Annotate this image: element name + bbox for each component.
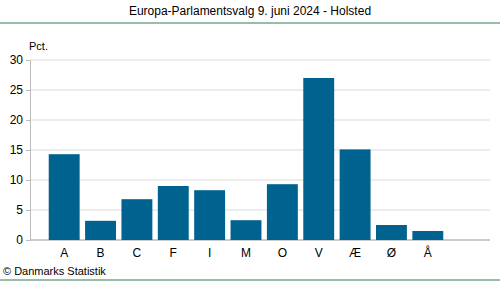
y-tick-mark (26, 210, 30, 211)
y-tick-mark (26, 150, 30, 151)
grid-line (30, 60, 490, 61)
y-tick-label: 10 (10, 173, 24, 187)
grid-line (30, 150, 490, 151)
y-label: Pct. (29, 40, 48, 52)
x-tick-label: Ø (387, 246, 396, 260)
x-tick: F (170, 246, 177, 260)
x-tick: B (97, 246, 105, 260)
y-tick: 20 (10, 113, 30, 127)
bar (340, 149, 371, 240)
title-rule (0, 23, 500, 24)
x-tick: M (241, 246, 251, 260)
x-tick: A (60, 246, 68, 260)
bar (85, 221, 116, 240)
bar (412, 231, 443, 240)
y-tick-label: 0 (16, 233, 23, 247)
x-tick: V (315, 246, 323, 260)
bar (194, 190, 225, 240)
bar (267, 184, 298, 240)
x-tick-label: I (208, 246, 211, 260)
x-tick: C (133, 246, 142, 260)
x-tick: O (278, 246, 287, 260)
x-tick: Ø (387, 246, 396, 260)
x-tick-label: C (133, 246, 142, 260)
y-tick-label: 15 (10, 143, 24, 157)
bar (121, 199, 152, 240)
y-tick-label: 30 (10, 53, 24, 67)
x-tick: Æ (349, 246, 361, 260)
y-tick: 25 (10, 83, 30, 97)
x-tick-label: M (241, 246, 251, 260)
bar (303, 78, 334, 240)
grid-line (30, 90, 490, 91)
title: Europa-Parlamentsvalg 9. juni 2024 - Hol… (129, 4, 371, 18)
x-tick: Å (424, 245, 432, 260)
x-tick-label: O (278, 246, 287, 260)
x-tick-label: A (60, 246, 68, 260)
x-tick: I (208, 246, 211, 260)
bottom-rule (0, 280, 500, 281)
y-tick: 5 (16, 203, 30, 217)
chart: Europa-Parlamentsvalg 9. juni 2024 - Hol… (0, 0, 500, 282)
x-tick-label: F (170, 246, 177, 260)
y-axis: 0 5 10 15 20 25 30 (10, 53, 31, 247)
x-tick-label: Æ (349, 246, 361, 260)
y-tick-mark (26, 120, 30, 121)
y-axis-line (30, 61, 31, 241)
y-tick: 30 (10, 53, 30, 67)
y-tick: 10 (10, 173, 30, 187)
y-tick-label: 20 (10, 113, 24, 127)
grid-line (30, 120, 490, 121)
y-tick-mark (26, 60, 30, 61)
bar (158, 186, 189, 240)
y-tick-mark (26, 90, 30, 91)
x-tick-label: Å (424, 245, 432, 260)
y-tick: 15 (10, 143, 30, 157)
bar (376, 225, 407, 240)
y-tick: 0 (16, 233, 30, 247)
y-tick-label: 5 (16, 203, 23, 217)
x-tick-label: B (97, 246, 105, 260)
x-tick-label: V (315, 246, 323, 260)
bars (49, 78, 444, 240)
y-tick-label: 25 (10, 83, 24, 97)
y-tick-mark (26, 240, 30, 241)
source: © Danmarks Statistik (3, 265, 106, 277)
y-tick-mark (26, 180, 30, 181)
grid-line (30, 180, 490, 181)
bar (49, 154, 80, 240)
grid (30, 60, 490, 240)
bar (231, 220, 262, 240)
grid-line (30, 210, 490, 211)
x-axis: ABCFIMOVÆØÅ (60, 245, 432, 260)
